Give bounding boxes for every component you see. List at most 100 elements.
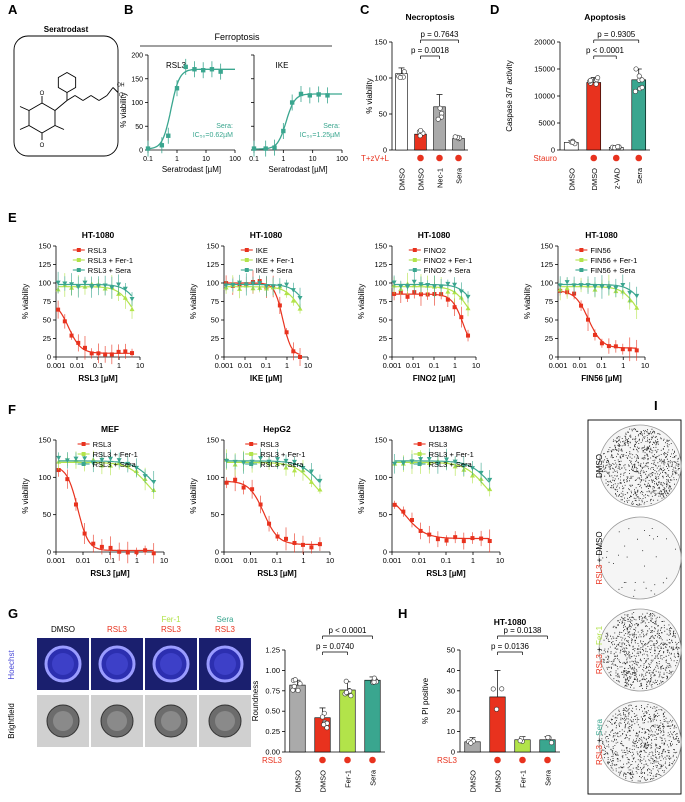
data-point [263,146,268,151]
y-tick-label: 0 [215,548,219,557]
bond-benzylic [54,100,68,111]
data-point [411,279,417,285]
data-point [392,502,397,507]
legend-entry: RSL3 + Fer-1 [260,450,305,459]
data-point [392,461,398,467]
data-point [564,280,570,285]
data-point [284,330,289,335]
hydroxyl: OH [117,83,125,89]
plate-label-part: Fer-1 [595,625,604,645]
structure-title: Seratrodast [44,25,89,34]
oxygen-top: O [40,91,45,97]
data-point [297,306,303,311]
legend-marker [412,258,417,262]
data-point [116,349,121,354]
plate-label-part: + [595,736,604,745]
data-point [479,536,484,541]
data-point [466,333,471,338]
data-point [564,285,570,291]
data-point [145,146,151,151]
y-tick-label: 10000 [534,92,555,101]
x-tick-label: 10 [304,361,312,370]
y-tick-label: 0 [215,353,219,362]
bar [489,696,506,753]
nucleus-core [52,653,74,675]
panel-letter-B: B [124,2,133,17]
data-point [125,461,131,467]
x-tick-label: 100 [229,156,241,163]
data-point [284,536,289,541]
data-point [250,281,256,286]
data-point [425,282,431,288]
data-point [400,461,406,466]
replicate-point [418,128,424,134]
data-point [133,465,139,471]
chain-bond [66,95,76,101]
data-point [257,281,263,286]
column-label: RSL3 [107,625,128,634]
data-point [69,333,74,338]
y-tick-label: 40 [447,666,455,675]
data-point [452,282,458,288]
data-point [258,502,263,507]
y-tick-label: 30 [447,686,455,695]
y-axis-label: % viability [523,284,532,320]
data-point [270,284,276,289]
treatment-dot [635,154,643,162]
category-label: Fer-1 [344,770,353,788]
p-value: p = 0.0740 [316,642,355,651]
data-point [109,352,114,357]
fit-curve [226,283,301,297]
x-tick-label: 0.01 [412,556,427,565]
x-tick-label: 0.1 [261,361,271,370]
x-tick-label: 0.1 [143,156,153,163]
data-point [290,288,296,293]
ic50-value: IC₅₀=0.62µM [193,132,233,139]
y-tick-label: 1.00 [265,666,280,675]
y-tick-label: 0 [549,353,553,362]
plot-title: HT-1080 [418,230,451,240]
plate-label-part: RSL3 [595,744,604,765]
legend-marker [76,268,81,272]
data-point [444,457,450,463]
data-point [592,332,597,337]
y-tick-label: 150 [206,436,219,445]
culture-plate [598,516,682,600]
data-point [266,459,272,465]
nucleus-core [106,653,128,675]
treatment-dot [590,154,598,162]
legend-entry: IKE + Sera [256,266,293,275]
data-point [418,282,424,287]
data-point [444,538,449,543]
column-label-line2: RSL3 [161,625,182,634]
plate-label-part: + DMSO [595,531,604,564]
bar [586,82,602,151]
fit-curve [254,93,342,150]
data-point [272,145,277,150]
column-label: DMSO [51,625,75,634]
plate-label: RSL3 + DMSO [595,531,604,584]
data-point [174,86,180,91]
data-point [241,460,247,466]
y-tick-label: 10 [447,727,455,736]
replicate-point [321,722,327,728]
ic50-value: IC₅₀=1.25µM [300,132,340,139]
data-point [465,305,471,311]
data-point [73,456,79,462]
y-axis-label: % viability [21,478,30,514]
replicate-point [371,675,377,681]
data-point [122,286,128,292]
data-point [102,283,108,289]
data-point [308,469,314,475]
data-point [405,294,410,299]
data-point [218,69,223,74]
data-point [308,479,314,484]
methyl-3 [54,125,65,130]
category-label: DMSO [469,770,478,793]
x-tick-label: 1 [175,156,179,163]
fit-curve [226,286,301,308]
x-axis-label: RSL3 [µM] [78,374,118,383]
y-tick-label: 50 [211,316,219,325]
legend-entry: RSL3 [260,440,279,449]
data-point [249,459,255,465]
